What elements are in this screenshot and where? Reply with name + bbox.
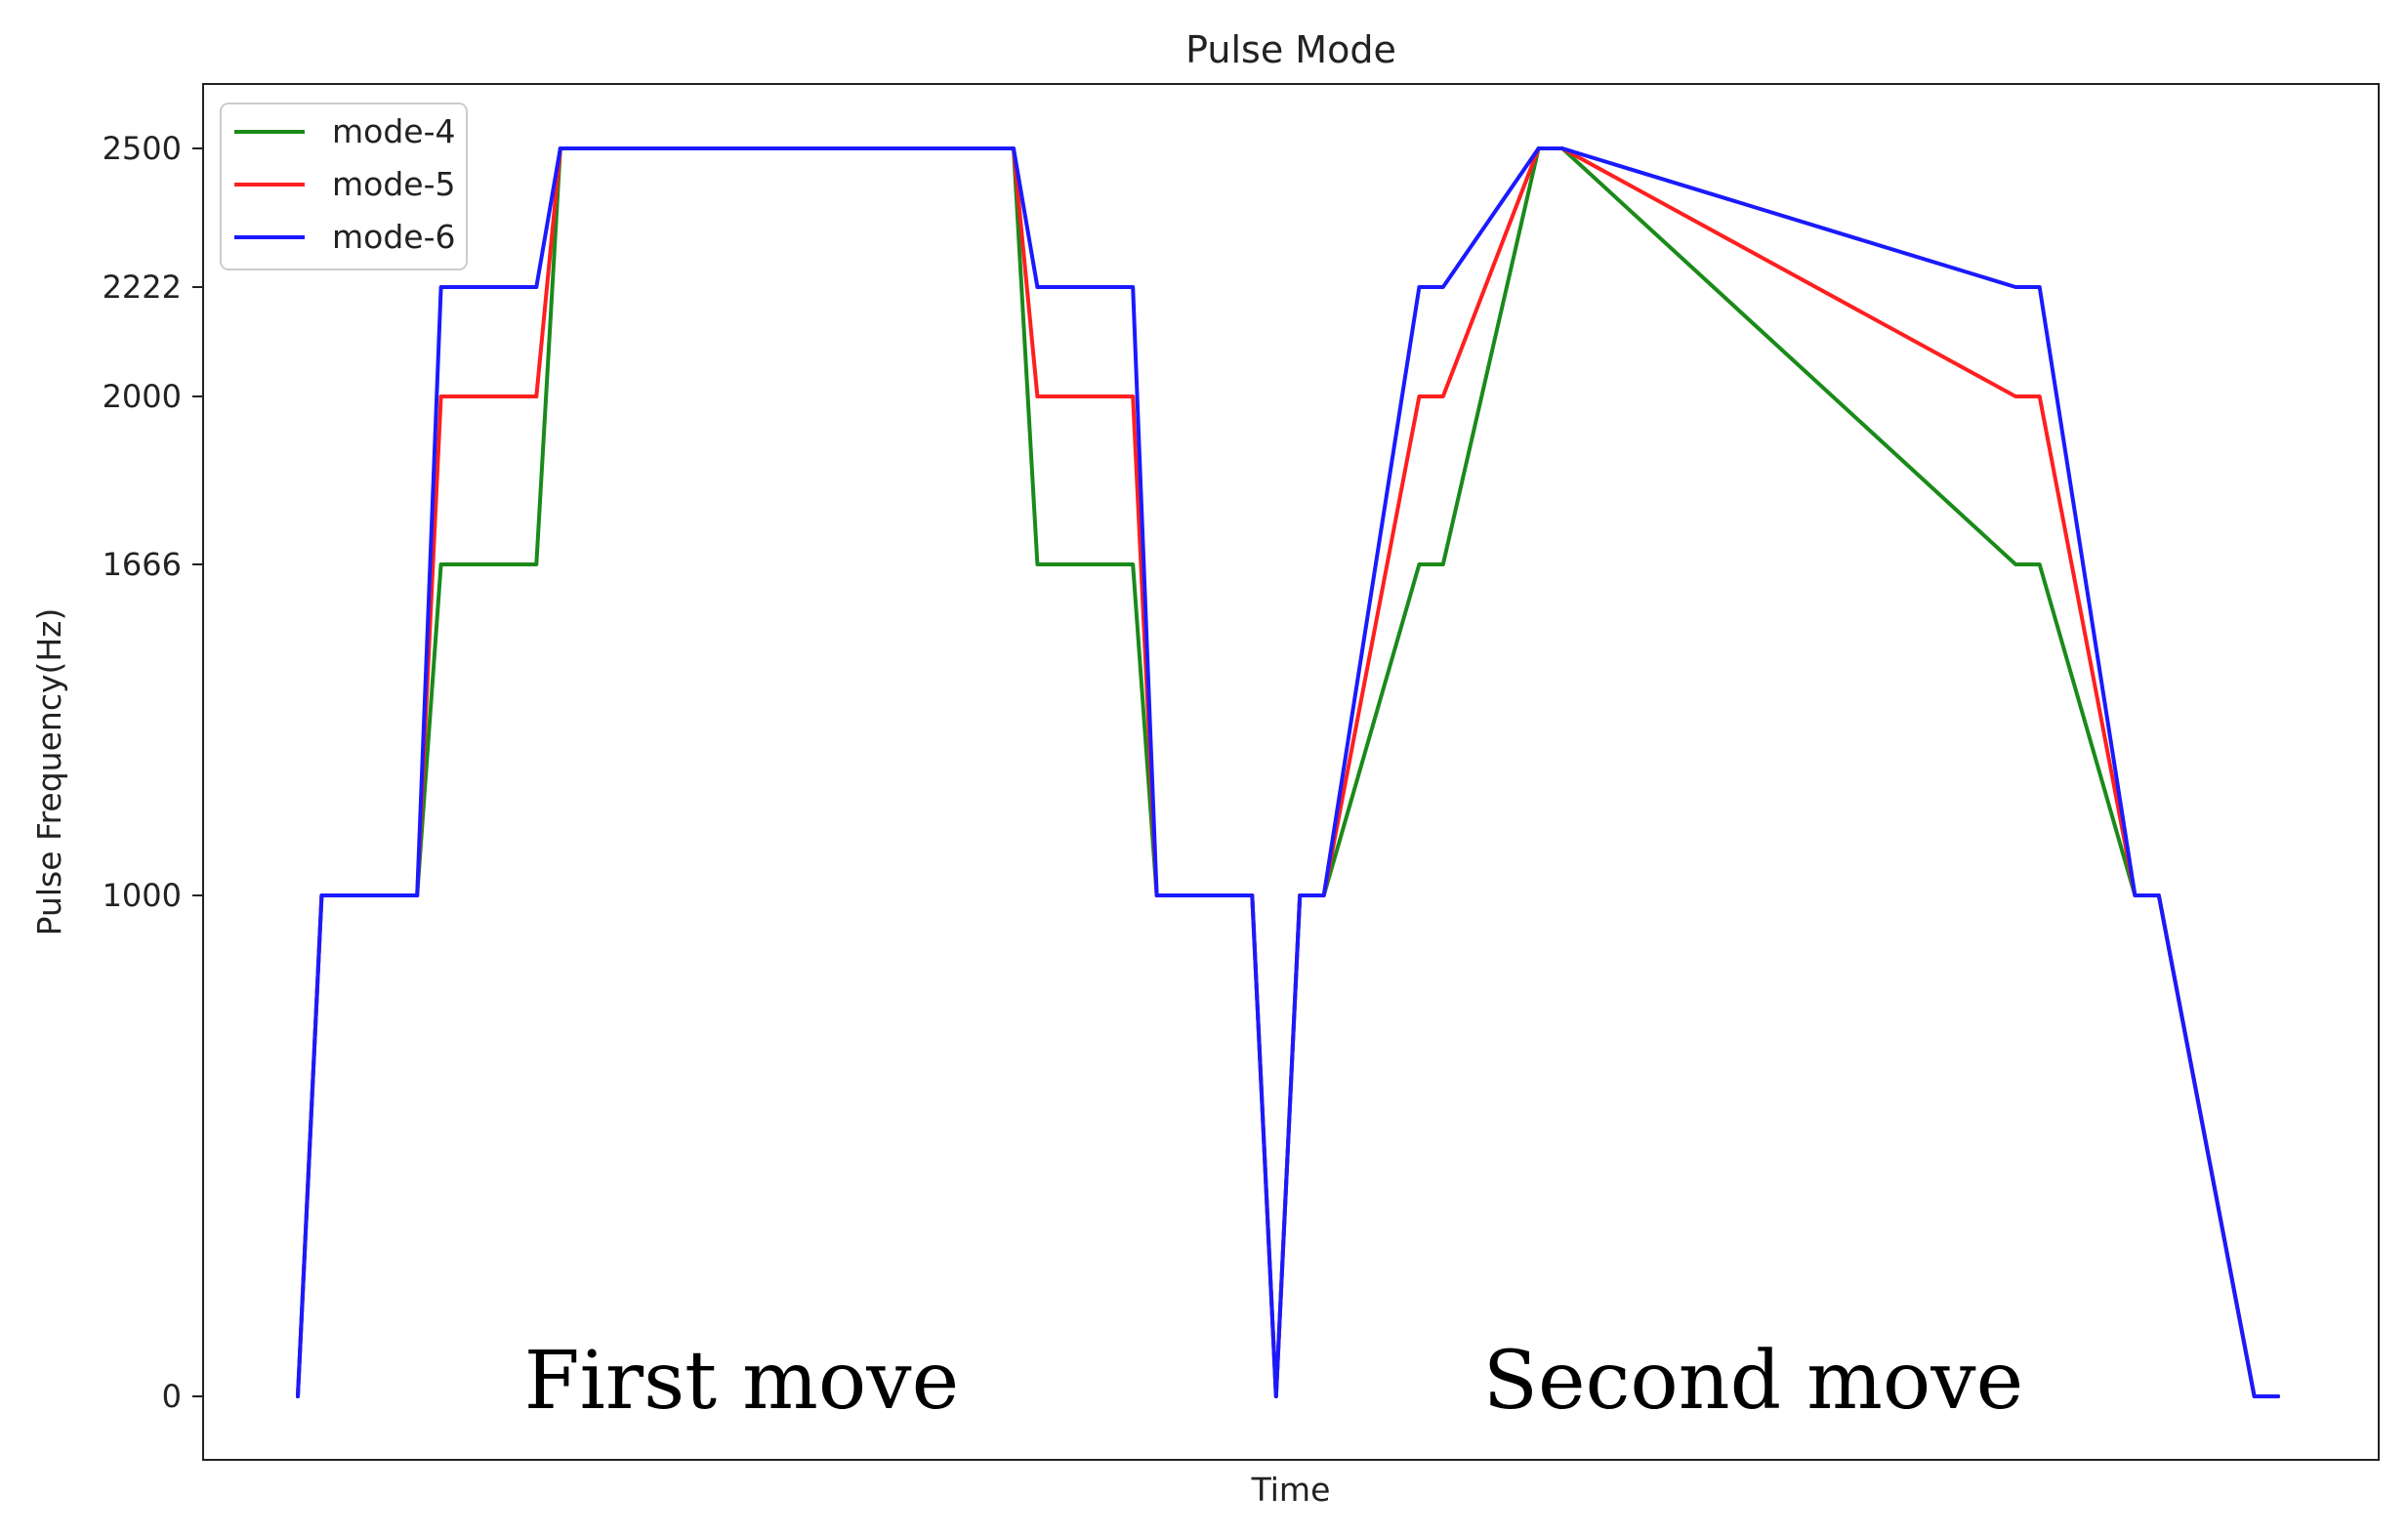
x-axis-title: Time	[1251, 1471, 1331, 1509]
legend-label: mode-6	[332, 218, 456, 256]
y-tick-label: 1000	[103, 877, 182, 914]
y-tick-label: 2000	[103, 378, 182, 415]
legend-label: mode-4	[332, 112, 456, 150]
annotation-2: Second move	[1483, 1335, 2023, 1428]
legend-label: mode-5	[332, 165, 456, 203]
y-tick-label: 2500	[103, 130, 182, 167]
y-axis-title: Pulse Frequency(Hz)	[30, 608, 68, 936]
annotation-1: First move	[524, 1335, 959, 1428]
series-line-mode-5	[296, 146, 2280, 1398]
series-line-mode-4	[296, 146, 2280, 1398]
legend-box	[220, 103, 468, 270]
y-tick-label: 0	[162, 1378, 182, 1415]
y-tick-label: 2222	[103, 269, 182, 306]
y-tick-label: 1666	[103, 546, 182, 583]
series-line-mode-6	[296, 146, 2280, 1398]
chart-title: Pulse Mode	[1185, 28, 1396, 71]
plot-frame	[202, 83, 2380, 1461]
